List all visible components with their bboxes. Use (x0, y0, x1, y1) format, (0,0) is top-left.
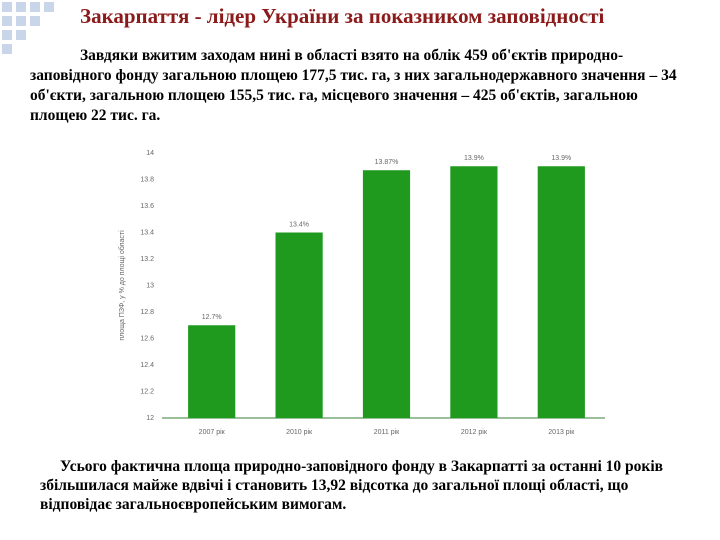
y-tick-label: 13.6 (140, 203, 154, 210)
bar (362, 170, 411, 418)
y-tick-label: 12 (146, 415, 154, 422)
conclusion-text: Усього фактична площа природно-заповідно… (40, 458, 664, 513)
bar (188, 325, 236, 418)
y-tick-label: 12.2 (140, 388, 154, 395)
y-tick-label: 12.6 (140, 335, 154, 342)
x-tick-label: 2007 рік (199, 428, 226, 436)
y-tick-label: 13.4 (140, 229, 154, 236)
bar (275, 232, 323, 418)
value-label: 12.7% (202, 314, 222, 321)
y-tick-label: 12.4 (140, 362, 154, 369)
y-axis-label: площа ПЗФ, у % до площі області (118, 230, 126, 341)
y-tick-label: 13.2 (140, 256, 154, 263)
value-label: 13.9% (464, 155, 484, 162)
bar (450, 166, 498, 418)
y-tick-label: 13.8 (140, 176, 154, 183)
x-tick-label: 2010 рік (286, 428, 313, 436)
x-tick-label: 2011 рік (374, 428, 400, 436)
value-label: 13.4% (289, 221, 309, 228)
x-tick-label: 2013 рік (548, 428, 575, 436)
y-tick-label: 13 (146, 282, 154, 289)
value-label: 13.87% (375, 159, 399, 166)
intro-text: Завдяки вжитим заходам нині в області вз… (30, 47, 677, 124)
value-label: 13.9% (551, 155, 571, 162)
y-tick-label: 12.8 (140, 309, 154, 316)
x-tick-label: 2012 рік (461, 428, 488, 436)
title: Закарпаття - лідер України за показником… (80, 4, 605, 28)
y-tick-label: 14 (146, 150, 154, 157)
bar (537, 166, 585, 418)
decor (2, 2, 54, 54)
